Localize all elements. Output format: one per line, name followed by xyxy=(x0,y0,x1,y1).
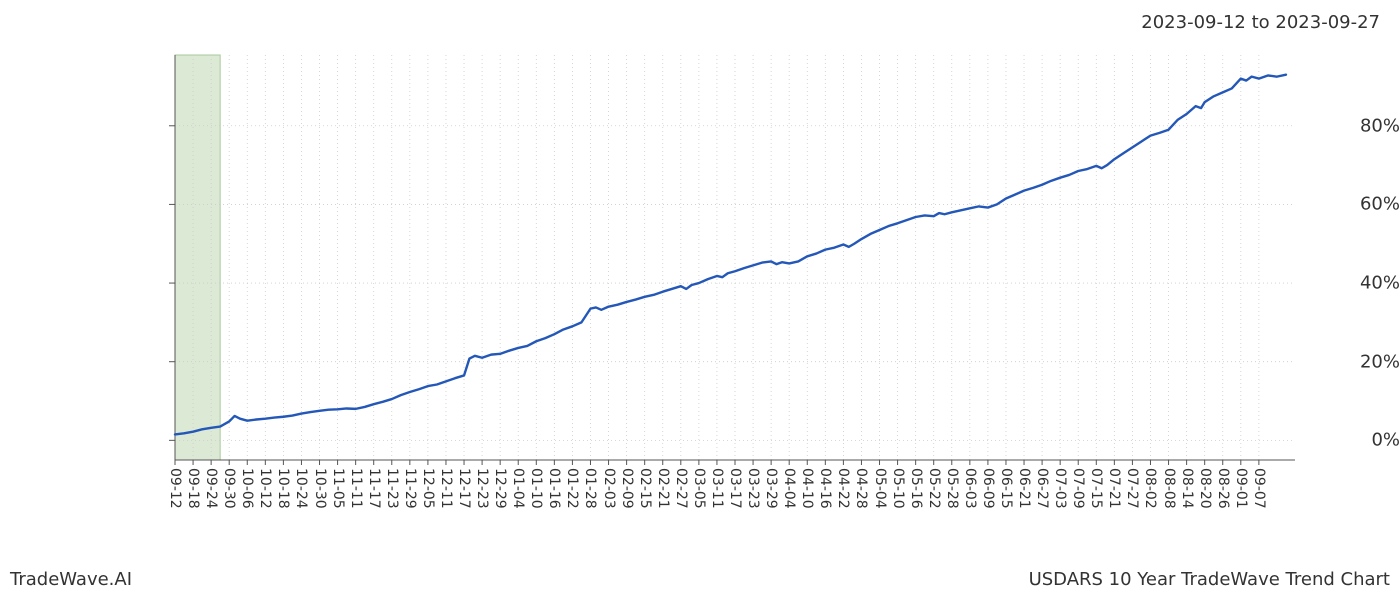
x-tick-label: 04-28 xyxy=(853,468,869,509)
y-tick-label: 80% xyxy=(1237,115,1400,136)
x-tick-label: 10-24 xyxy=(293,468,309,509)
x-tick-label: 06-15 xyxy=(998,468,1014,509)
x-tick-label: 11-17 xyxy=(366,468,382,509)
x-tick-label: 02-21 xyxy=(655,468,671,509)
x-tick-label: 03-23 xyxy=(745,468,761,509)
x-tick-label: 01-16 xyxy=(546,468,562,509)
x-tick-label: 06-27 xyxy=(1034,468,1050,509)
x-tick-label: 05-22 xyxy=(926,468,942,509)
x-tick-label: 07-27 xyxy=(1124,468,1140,509)
x-tick-label: 07-15 xyxy=(1088,468,1104,509)
x-tick-label: 09-12 xyxy=(167,468,183,509)
x-tick-label: 10-12 xyxy=(257,468,273,509)
footer-title: USDARS 10 Year TradeWave Trend Chart xyxy=(1029,569,1390,590)
x-tick-label: 11-11 xyxy=(348,468,364,509)
date-range-label: 2023-09-12 to 2023-09-27 xyxy=(1141,12,1380,33)
x-tick-label: 01-04 xyxy=(510,468,526,509)
chart-container: 2023-09-12 to 2023-09-27 0%20%40%60%80% … xyxy=(0,0,1400,600)
x-tick-label: 10-06 xyxy=(239,468,255,509)
x-tick-label: 07-09 xyxy=(1070,468,1086,509)
x-tick-label: 12-05 xyxy=(420,468,436,509)
x-tick-label: 03-11 xyxy=(709,468,725,509)
x-tick-label: 02-09 xyxy=(619,468,635,509)
x-tick-label: 08-14 xyxy=(1179,468,1195,509)
x-tick-label: 05-04 xyxy=(872,468,888,509)
x-tick-label: 09-07 xyxy=(1251,468,1267,509)
x-tick-label: 12-11 xyxy=(438,468,454,509)
x-tick-label: 07-03 xyxy=(1052,468,1068,509)
x-tick-label: 08-02 xyxy=(1142,468,1158,509)
x-tick-label: 06-09 xyxy=(980,468,996,509)
x-tick-label: 06-21 xyxy=(1016,468,1032,509)
footer-brand: TradeWave.AI xyxy=(10,569,132,590)
x-tick-label: 09-18 xyxy=(185,468,201,509)
x-tick-label: 08-08 xyxy=(1161,468,1177,509)
x-tick-label: 11-29 xyxy=(402,468,418,509)
y-tick-label: 0% xyxy=(1237,430,1400,451)
x-tick-label: 09-24 xyxy=(203,468,219,509)
trend-chart xyxy=(0,0,1400,600)
x-tick-label: 09-30 xyxy=(221,468,237,509)
x-tick-label: 07-21 xyxy=(1106,468,1122,509)
x-tick-label: 06-03 xyxy=(962,468,978,509)
x-tick-label: 05-28 xyxy=(944,468,960,509)
x-tick-label: 05-10 xyxy=(890,468,906,509)
x-tick-label: 12-29 xyxy=(492,468,508,509)
x-tick-label: 08-20 xyxy=(1197,468,1213,509)
x-tick-label: 02-27 xyxy=(673,468,689,509)
x-tick-label: 10-30 xyxy=(312,468,328,509)
x-tick-label: 12-23 xyxy=(474,468,490,509)
x-tick-label: 02-15 xyxy=(637,468,653,509)
x-tick-label: 04-16 xyxy=(817,468,833,509)
x-tick-label: 02-03 xyxy=(601,468,617,509)
y-tick-label: 40% xyxy=(1237,273,1400,294)
x-tick-label: 09-01 xyxy=(1233,468,1249,509)
x-tick-label: 08-26 xyxy=(1215,468,1231,509)
x-tick-label: 03-17 xyxy=(727,468,743,509)
x-tick-label: 01-10 xyxy=(528,468,544,509)
x-tick-label: 04-04 xyxy=(781,468,797,509)
x-tick-label: 01-28 xyxy=(582,468,598,509)
x-tick-label: 10-18 xyxy=(275,468,291,509)
x-tick-label: 11-05 xyxy=(330,468,346,509)
x-tick-label: 01-22 xyxy=(564,468,580,509)
x-tick-label: 03-05 xyxy=(691,468,707,509)
x-tick-label: 04-10 xyxy=(799,468,815,509)
x-tick-label: 11-23 xyxy=(384,468,400,509)
x-tick-label: 03-29 xyxy=(763,468,779,509)
y-tick-label: 20% xyxy=(1237,351,1400,372)
y-tick-label: 60% xyxy=(1237,194,1400,215)
x-tick-label: 12-17 xyxy=(456,468,472,509)
x-tick-label: 05-16 xyxy=(908,468,924,509)
x-tick-label: 04-22 xyxy=(835,468,851,509)
